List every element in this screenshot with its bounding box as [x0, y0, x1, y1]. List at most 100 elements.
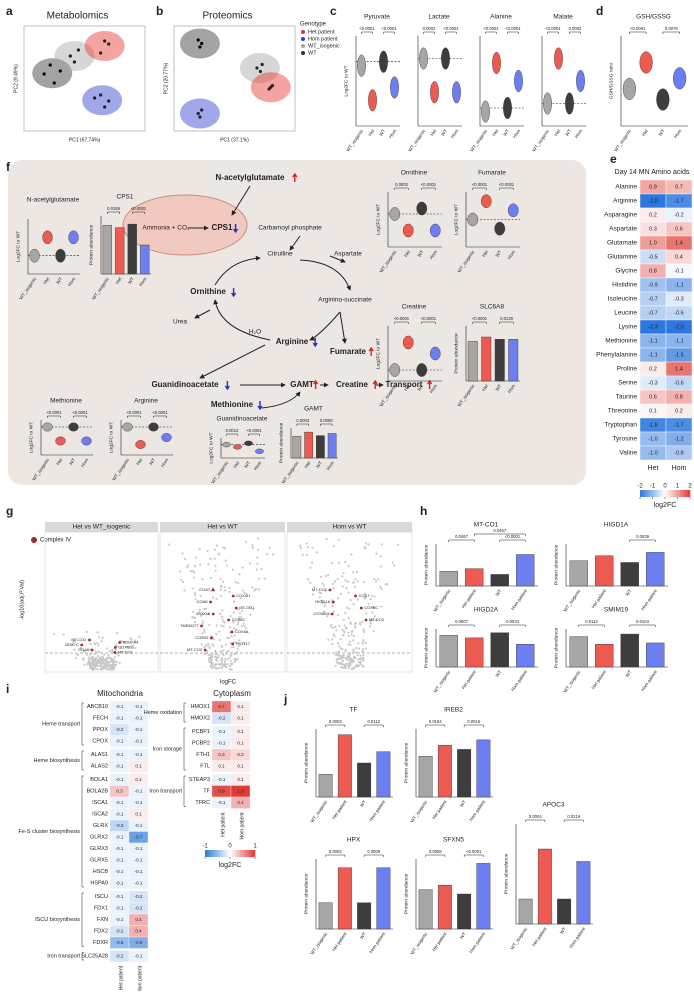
- scale-tick-label: -1: [202, 844, 208, 850]
- gene-point: [74, 657, 77, 660]
- group-label: Het: [491, 128, 500, 137]
- bar: [494, 339, 505, 382]
- scale-tick-label: 0: [228, 844, 232, 850]
- gene-point: [100, 665, 103, 668]
- gene-point: [357, 658, 360, 661]
- scale-segment: [215, 850, 218, 857]
- cell-label: -0.6: [674, 380, 683, 386]
- gene-label: COX4I1: [236, 593, 251, 598]
- gene-point: [199, 594, 202, 597]
- gene-point: [367, 602, 370, 605]
- gene-point: [114, 643, 118, 646]
- heatmap-cell: [128, 936, 149, 949]
- gene-point: [224, 559, 227, 562]
- gene-point: [352, 648, 355, 651]
- cell-label: -0.1: [116, 894, 124, 899]
- significance-bracket: [320, 423, 333, 426]
- row-label: FXN: [97, 917, 108, 923]
- heatmap-cell: [128, 735, 149, 748]
- gene-label: COX6B1: [118, 645, 135, 650]
- pca-point: [198, 115, 202, 119]
- significance-bracket: [363, 854, 384, 857]
- row-label: HMOX2: [190, 716, 210, 722]
- gene-point: [358, 664, 361, 667]
- violin: [419, 47, 428, 70]
- gene-point: [181, 580, 185, 584]
- cell-label: -1.1: [674, 338, 683, 344]
- gene-point: [338, 561, 341, 564]
- row-label: GLRX: [93, 823, 108, 829]
- violin: [379, 50, 388, 73]
- cell-label: 0.2: [237, 752, 244, 757]
- gene-point: [375, 552, 378, 555]
- gene-point: [332, 610, 336, 613]
- gene-point: [310, 561, 314, 564]
- gene-point: [71, 643, 74, 646]
- gene-point: [346, 655, 349, 659]
- violin: [639, 51, 653, 74]
- plot-title: Creatine: [402, 304, 427, 311]
- group-label: Het: [135, 457, 144, 466]
- scale-segment: [660, 490, 663, 497]
- group-ellipse: [32, 58, 73, 89]
- cell-label: -2.3: [648, 324, 657, 330]
- bar: [418, 889, 433, 930]
- gene-point: [72, 641, 75, 644]
- gene-point: [214, 569, 217, 572]
- gene-point: [341, 585, 344, 588]
- gene-point: [385, 583, 389, 586]
- row-label: ABCB10: [87, 704, 108, 710]
- row-label: Glycine: [615, 268, 637, 275]
- gene-point: [338, 624, 341, 628]
- gene-point: [222, 649, 225, 652]
- gene-point: [220, 662, 223, 666]
- significance-bracket: [499, 187, 514, 190]
- gene-point: [181, 552, 184, 555]
- gene-point: [211, 652, 214, 656]
- complex-iv-point: [354, 594, 357, 598]
- violin: [481, 100, 490, 123]
- cell-label: -0.1: [116, 715, 124, 720]
- scale-segment: [227, 850, 231, 857]
- change-arrow: [224, 381, 230, 391]
- cell-label: -0.1: [116, 752, 124, 757]
- pca-point: [196, 111, 200, 116]
- gene-point: [225, 665, 228, 669]
- gene-point: [236, 648, 239, 651]
- gene-point: [391, 561, 394, 564]
- gene-label: PET117: [236, 641, 251, 646]
- gene-point: [107, 654, 110, 657]
- gene-point: [214, 662, 218, 666]
- bar: [318, 774, 333, 798]
- group-label: Iron storage: [153, 746, 182, 752]
- row-label: ISCA2: [92, 812, 108, 818]
- gene-point: [219, 649, 222, 653]
- gene-point: [243, 591, 246, 594]
- legend-swatch: [301, 37, 305, 41]
- scale-segment: [642, 490, 646, 497]
- violin: [42, 230, 53, 245]
- bar: [376, 751, 391, 798]
- gene-point: [203, 630, 206, 634]
- cell-label: 0.1: [218, 763, 225, 768]
- gene-point: [207, 653, 211, 656]
- row-label: Threonine: [608, 408, 638, 415]
- cell-label: -2.0: [648, 198, 657, 204]
- gene-point: [368, 625, 371, 628]
- bar: [620, 562, 639, 587]
- gene-point: [240, 609, 244, 612]
- bar: [465, 637, 484, 668]
- scale-segment: [670, 490, 673, 497]
- gene-point: [347, 643, 350, 646]
- gene-point: [327, 638, 330, 641]
- gene-point: [94, 652, 97, 656]
- pca-point: [107, 42, 111, 46]
- violin: [467, 212, 479, 227]
- gene-point: [218, 612, 222, 615]
- gene-point: [268, 546, 271, 549]
- bar: [646, 642, 665, 668]
- row-label: PCBP1: [192, 729, 210, 735]
- gene-point: [225, 650, 229, 654]
- gene-point: [119, 646, 122, 649]
- cell-label: -2.0: [674, 324, 683, 330]
